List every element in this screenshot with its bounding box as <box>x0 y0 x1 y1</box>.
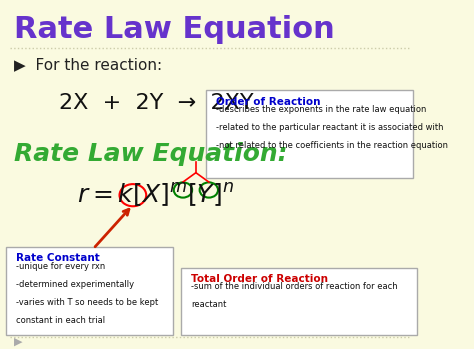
Text: ▶: ▶ <box>14 336 22 346</box>
FancyBboxPatch shape <box>6 247 173 335</box>
Text: Rate Constant: Rate Constant <box>16 253 100 263</box>
Text: Total Order of Reaction: Total Order of Reaction <box>191 274 328 284</box>
Text: -related to the particular reactant it is associated with: -related to the particular reactant it i… <box>216 123 444 132</box>
Text: -sum of the individual orders of reaction for each: -sum of the individual orders of reactio… <box>191 282 398 291</box>
FancyBboxPatch shape <box>181 268 417 335</box>
Text: 2X  +  2Y  →  2XY: 2X + 2Y → 2XY <box>58 93 253 113</box>
Text: -not related to the coefficients in the reaction equation: -not related to the coefficients in the … <box>216 141 448 150</box>
Text: -varies with T so needs to be kept: -varies with T so needs to be kept <box>16 298 158 307</box>
Text: -describes the exponents in the rate law equation: -describes the exponents in the rate law… <box>216 105 427 114</box>
Text: constant in each trial: constant in each trial <box>16 315 105 325</box>
Text: -determined experimentally: -determined experimentally <box>16 280 134 289</box>
FancyBboxPatch shape <box>206 90 412 178</box>
Text: $r = k[X]^{m}[Y]^{n}$: $r = k[X]^{m}[Y]^{n}$ <box>77 181 234 209</box>
Text: Order of Reaction: Order of Reaction <box>216 97 321 106</box>
Text: Rate Law Equation: Rate Law Equation <box>14 15 335 44</box>
Text: -unique for every rxn: -unique for every rxn <box>16 262 105 270</box>
Text: Rate Law Equation:: Rate Law Equation: <box>14 142 288 165</box>
Text: ▶  For the reaction:: ▶ For the reaction: <box>14 57 162 72</box>
Text: reactant: reactant <box>191 300 227 309</box>
